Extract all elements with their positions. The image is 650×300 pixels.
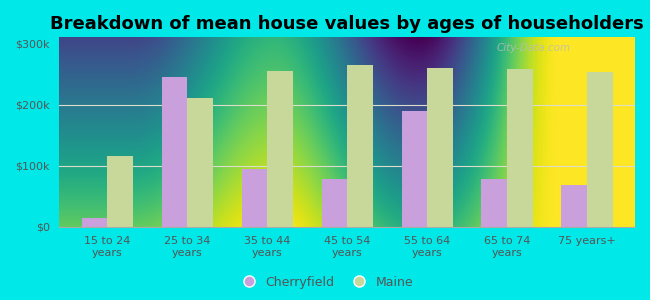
Bar	[402, 111, 427, 227]
Bar	[242, 169, 267, 227]
Bar	[562, 185, 587, 227]
Legend: Cherryfield, Maine: Cherryfield, Maine	[231, 271, 419, 294]
Bar	[267, 71, 292, 227]
Bar	[162, 77, 187, 227]
Title: Breakdown of mean house values by ages of householders: Breakdown of mean house values by ages o…	[50, 15, 644, 33]
Bar	[347, 65, 372, 227]
Bar	[107, 156, 133, 227]
Bar	[187, 98, 213, 227]
Bar	[587, 72, 612, 227]
Bar	[482, 179, 507, 227]
Bar	[322, 179, 347, 227]
Bar	[507, 69, 532, 227]
Text: City-Data.com: City-Data.com	[497, 43, 571, 53]
Bar	[82, 218, 107, 227]
Bar	[427, 68, 452, 227]
